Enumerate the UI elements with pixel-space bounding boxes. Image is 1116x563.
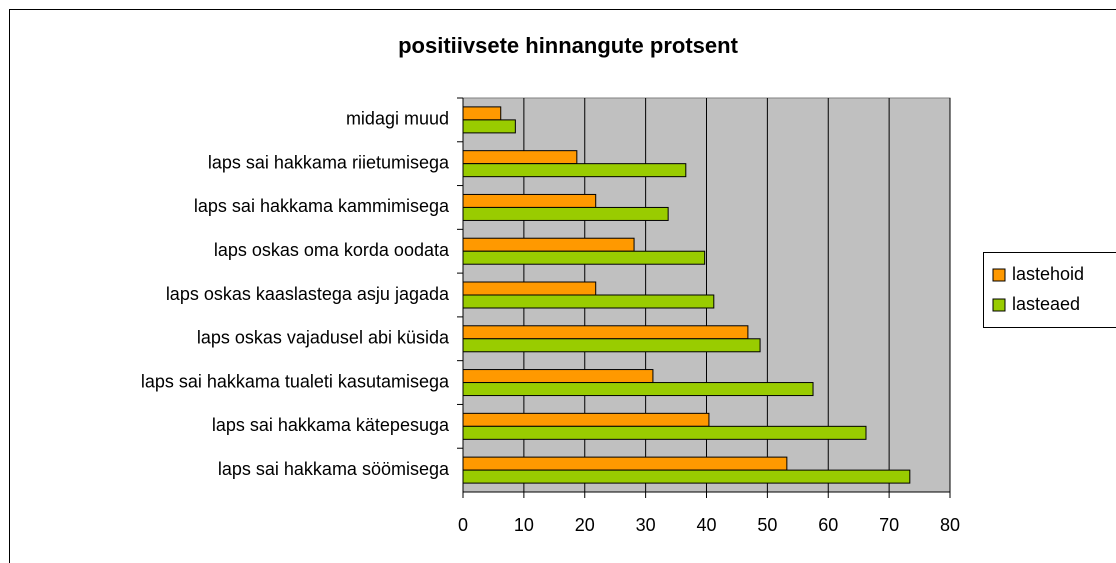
y-tick-label: laps oskas oma korda oodata xyxy=(214,240,450,260)
x-tick-label: 60 xyxy=(818,515,838,535)
legend-label: lastehoid xyxy=(1012,264,1084,284)
y-tick-label: laps sai hakkama riietumisega xyxy=(208,152,450,172)
y-tick-label: laps sai hakkama tualeti kasutamisega xyxy=(141,371,450,391)
bar xyxy=(462,250,706,265)
y-tick-label: laps oskas vajadusel abi küsida xyxy=(197,328,450,348)
y-tick-label: laps sai hakkama söömisega xyxy=(218,459,450,479)
bar xyxy=(462,369,654,384)
x-tick-label: 80 xyxy=(940,515,960,535)
x-tick-label: 50 xyxy=(757,515,777,535)
y-tick-label: midagi muud xyxy=(346,109,449,129)
x-tick-label: 0 xyxy=(458,515,468,535)
bar xyxy=(462,425,867,440)
chart-title: positiivsete hinnangute protsent xyxy=(398,33,738,58)
y-tick-label: laps sai hakkama kammimisega xyxy=(194,196,450,216)
legend-swatch xyxy=(992,298,1006,312)
legend-swatch xyxy=(992,268,1006,282)
x-tick-label: 20 xyxy=(575,515,595,535)
legend xyxy=(983,252,1116,328)
bar xyxy=(462,106,502,121)
bar xyxy=(462,281,597,296)
y-tick-label: laps sai hakkama kätepesuga xyxy=(212,415,450,435)
bar xyxy=(462,325,749,340)
bar xyxy=(462,163,687,178)
chart-frame xyxy=(9,9,1116,563)
x-tick-label: 70 xyxy=(879,515,899,535)
bar xyxy=(462,469,911,484)
x-tick-label: 30 xyxy=(636,515,656,535)
bar xyxy=(462,193,597,208)
bar xyxy=(462,412,710,427)
bar xyxy=(462,294,715,309)
bar xyxy=(462,456,788,471)
x-tick-label: 40 xyxy=(696,515,716,535)
bar xyxy=(462,237,635,252)
y-tick-label: laps oskas kaaslastega asju jagada xyxy=(166,284,450,304)
legend-label: lasteaed xyxy=(1012,294,1080,314)
bar xyxy=(462,206,669,221)
bar xyxy=(462,119,516,134)
bar xyxy=(462,382,814,397)
bar xyxy=(462,338,761,353)
x-tick-label: 10 xyxy=(514,515,534,535)
bar xyxy=(462,150,578,165)
